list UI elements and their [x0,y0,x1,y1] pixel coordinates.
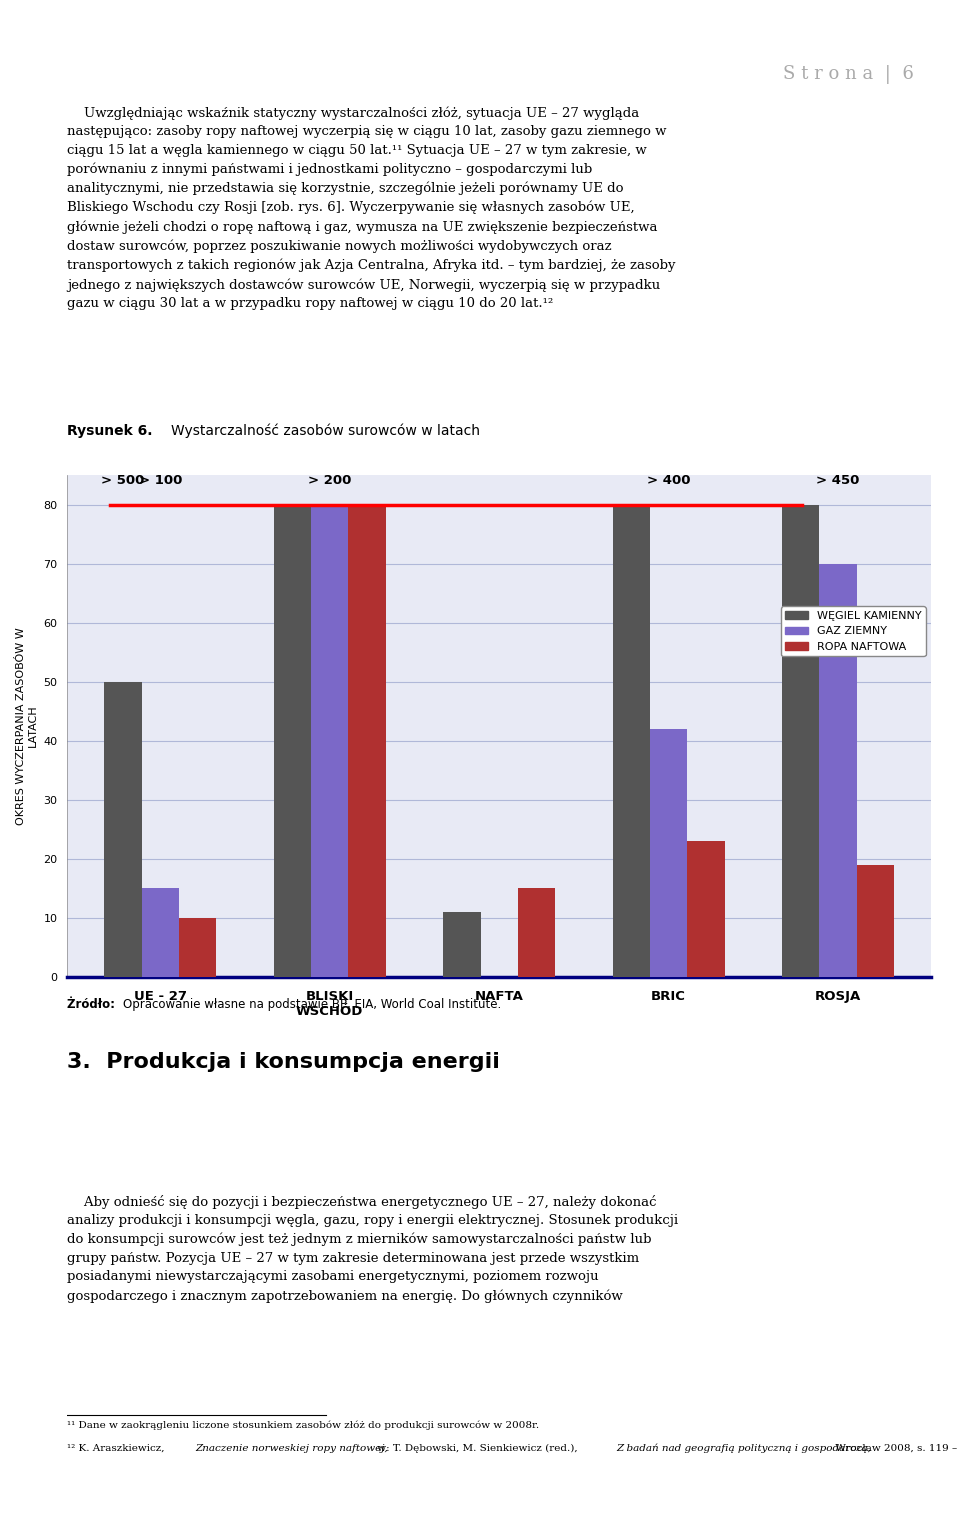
Text: Opracowanie własne na podstawie BP, EIA, World Coal Institute.: Opracowanie własne na podstawie BP, EIA,… [123,998,502,1012]
Bar [856,864,894,977]
Bar [650,728,687,977]
Bar [105,681,142,977]
Bar [311,504,348,977]
Text: w: T. Dębowski, M. Sienkiewicz (red.),: w: T. Dębowski, M. Sienkiewicz (red.), [373,1443,581,1452]
Text: ¹¹ Dane w zaokrągleniu liczone stosunkiem zasobów złóż do produkcji surowców w 2: ¹¹ Dane w zaokrągleniu liczone stosunkie… [67,1420,540,1431]
Bar [517,888,555,977]
Text: Znaczenie norweskiej ropy naftowej,: Znaczenie norweskiej ropy naftowej, [195,1443,388,1452]
Bar [274,504,311,977]
Text: ¹² K. Araszkiewicz,: ¹² K. Araszkiewicz, [67,1443,168,1452]
Text: Aby odnieść się do pozycji i bezpieczeństwa energetycznego UE – 27, należy dokon: Aby odnieść się do pozycji i bezpieczeńs… [67,1195,679,1303]
Text: 3.  Produkcja i konsumpcja energii: 3. Produkcja i konsumpcja energii [67,1052,500,1071]
Text: > 200: > 200 [308,474,351,488]
Bar [782,504,820,977]
Text: S t r o n a  |  6: S t r o n a | 6 [783,66,914,84]
Text: Z badań nad geografią polityczną i gospodarczą,: Z badań nad geografią polityczną i gospo… [616,1443,871,1454]
Bar [142,888,179,977]
Bar [820,564,856,977]
Text: Uwzględniając wskaźnik statyczny wystarczalności złóż, sytuacja UE – 27 wygląda
: Uwzględniając wskaźnik statyczny wystarc… [67,107,676,309]
Text: > 400: > 400 [647,474,690,488]
Bar [687,841,725,977]
Bar [348,504,386,977]
Text: Żródło:: Żródło: [67,998,119,1012]
Bar [179,917,216,977]
Y-axis label: OKRES WYCZERPANIA ZASOBÓW W
LATACH: OKRES WYCZERPANIA ZASOBÓW W LATACH [16,628,37,824]
Text: Wrocław 2008, s. 119 – 140.: Wrocław 2008, s. 119 – 140. [831,1443,960,1452]
Text: Rysunek 6.: Rysunek 6. [67,424,153,437]
Text: Wystarczalność zasobów surowców w latach: Wystarczalność zasobów surowców w latach [171,424,480,439]
Bar [444,911,481,977]
Bar [612,504,650,977]
Legend: WĘGIEL KAMIENNY, GAZ ZIEMNY, ROPA NAFTOWA: WĘGIEL KAMIENNY, GAZ ZIEMNY, ROPA NAFTOW… [781,607,925,657]
Text: > 500: > 500 [102,474,145,488]
Text: > 450: > 450 [816,474,860,488]
Text: > 100: > 100 [138,474,182,488]
